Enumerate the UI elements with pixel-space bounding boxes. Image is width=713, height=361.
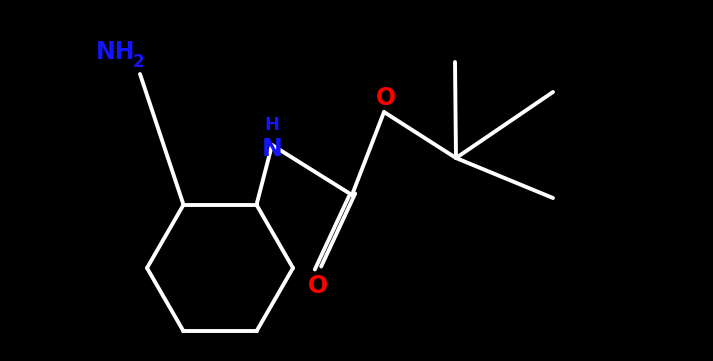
Text: NH: NH — [96, 40, 135, 64]
Text: H: H — [265, 116, 279, 134]
Text: 2: 2 — [132, 53, 144, 71]
Text: O: O — [308, 274, 328, 298]
Text: O: O — [376, 86, 396, 110]
Text: N: N — [262, 137, 282, 161]
